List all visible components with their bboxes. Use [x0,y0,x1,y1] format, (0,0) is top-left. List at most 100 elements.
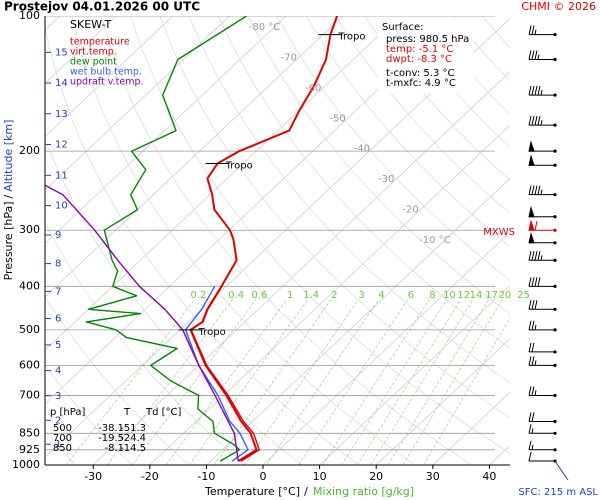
x-tick-label: 10 [313,470,327,483]
altitude-label: 8 [55,259,61,270]
x-axis-label2: Mixing ratio [g/kg] [313,485,414,498]
mixing-ratio-line [188,299,309,465]
isotherm [45,16,230,191]
legend-entry: updraft v.temp. [70,77,144,88]
barb-full [528,412,532,422]
sfc-label: SFC: 215 m ASL [518,487,598,498]
isotherm [319,284,510,465]
table-header: T [123,407,131,418]
x-tick-label: 20 [369,470,383,483]
mixing-ratio-label: 2 [331,290,337,301]
barb-half [531,428,534,434]
wind-barb [528,185,557,197]
isotherm [45,16,457,405]
tropopause-label: Tropo [198,327,226,338]
mixing-ratio-label: 1 [287,290,293,301]
y-tick-label: 300 [19,223,40,236]
mixing-ratio-label: 25 [517,290,530,301]
mixing-ratio-line [214,299,332,465]
altitude-label: 4 [55,366,61,377]
wind-barb [528,85,557,97]
dry-adiabat [188,16,510,384]
barb-half [540,255,543,261]
table-cell: -24.4 [120,433,146,444]
dry-adiabat [481,16,510,49]
barb-full [528,25,532,35]
isotherm-label: -40 [354,144,370,155]
profile-line [85,16,247,462]
barb-full [534,116,538,126]
wind-barb [528,50,557,62]
wind-barb [528,219,557,232]
mixing-ratio-line [370,299,474,465]
mixing-ratio-line [387,299,490,465]
y-tick-label: 700 [19,388,40,401]
max-wind-label: MXWS [483,227,515,238]
mixing-ratio-line [356,299,462,465]
mixing-ratio-label: 1.4 [303,290,319,301]
isotherm-label: -50 [329,113,345,124]
wind-barb [528,231,557,245]
barb-half [540,120,543,126]
y-tick-label: 600 [19,358,40,371]
surface-box [378,17,474,93]
barb-full [537,116,541,126]
barb-full [528,300,532,310]
x-axis-label: Temperature [°C] [204,485,300,498]
y-label-1: Pressure [hPa] [2,201,15,280]
barb-full [528,85,532,96]
wind-barb [528,251,557,262]
wind-barb [528,116,557,127]
dry-adiabat [511,16,600,465]
altitude-label: 13 [55,109,68,120]
barb-half [540,189,543,195]
altitude-label: 2 [55,415,61,426]
y-label-2: Altitude [km] [2,120,15,192]
y-tick-label: 100 [19,9,40,22]
barb-full [528,116,532,126]
surface-line: t-conv: 5.3 °C [386,68,454,79]
isotherm-label: -10 °C [419,235,451,246]
legend-entry: wet bulb temp. [70,67,142,78]
wind-barb [528,277,557,288]
legend-entry: temperature [70,37,130,48]
isotherm-label: -70 [281,52,297,63]
wind-barb [528,451,557,463]
profile-line [190,285,260,462]
profile-line [45,184,239,462]
mixing-ratio-label: 6 [408,290,414,301]
isotherm [92,71,510,465]
mixing-ratio-label: 4 [378,290,384,301]
x-tick-label: -30 [84,470,102,483]
barb-full [534,251,538,261]
surface-line: dwpt: -8.3 °C [386,54,452,65]
wind-barb [528,140,557,153]
barb-full [528,277,532,287]
altitude-label: 6 [55,314,61,325]
wind-barb [528,154,557,167]
barb-full [531,85,535,96]
barb-full [531,50,535,60]
isotherm [375,338,510,465]
table-cell: -14.5 [120,443,146,454]
isotherm [45,16,174,138]
mixing-ratio-line [402,299,503,465]
barb-pennant [528,231,535,244]
legend-entry: dew point [70,57,117,68]
isotherm-label: -30 [378,174,394,185]
y-tick-label: 925 [19,443,40,456]
mixing-ratio-line [244,299,359,465]
surface-line: t-mxfc: 4.9 °C [386,78,456,89]
barb-half [537,54,540,60]
barb-full [528,424,532,434]
barb-full [531,251,535,261]
dry-adiabat [247,16,510,315]
wind-barb [528,25,557,37]
altitude-label: 9 [55,230,61,241]
table-header: p [hPa] [50,407,85,418]
barb-pennant [528,140,535,152]
mixing-ratio-line [322,299,430,465]
barb-pennant [528,154,535,166]
barb-full [534,221,538,231]
mixing-ratio-line [266,299,379,465]
